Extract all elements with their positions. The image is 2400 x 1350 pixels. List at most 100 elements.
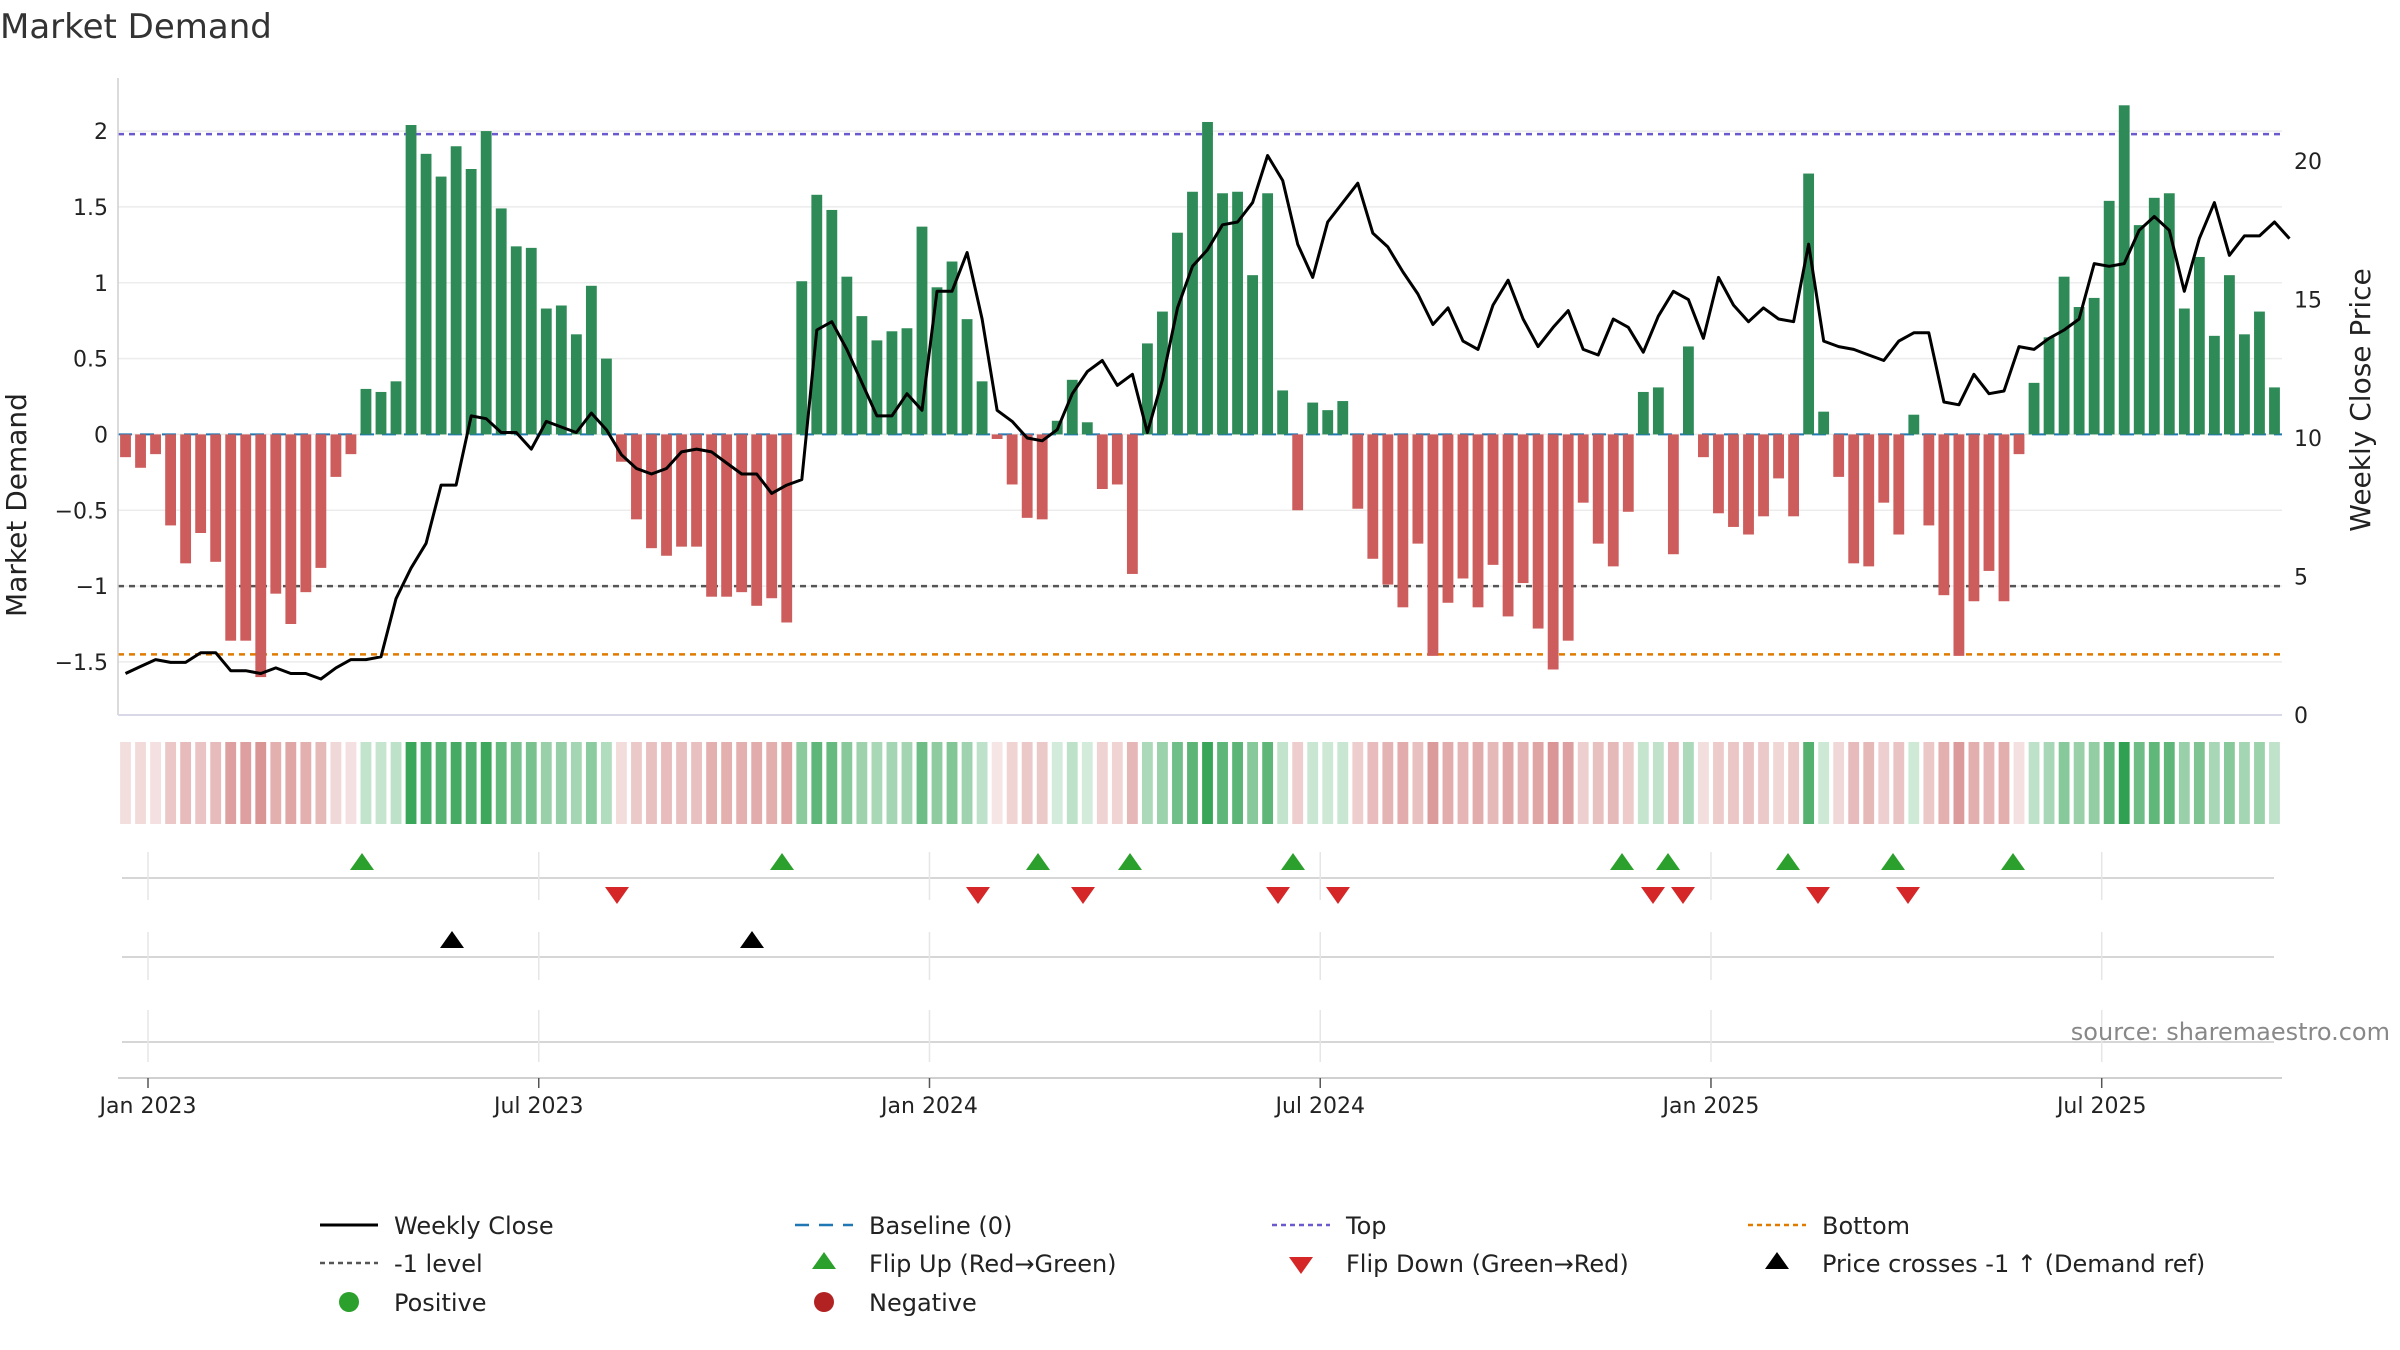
- reference-lines: [118, 132, 2282, 656]
- legend-item-negative: Negative: [814, 1289, 977, 1317]
- demand-strip-cell: [2103, 742, 2115, 824]
- demand-strip-cell: [871, 742, 883, 824]
- legend-item-flip-up: Flip Up (Red→Green): [812, 1250, 1117, 1278]
- demand-strip-cell: [1833, 742, 1845, 824]
- demand-strip-cell: [2239, 742, 2250, 824]
- demand-bar: [2118, 105, 2130, 435]
- y2-tick-label: 0: [2294, 704, 2308, 729]
- demand-strip-cell: [1427, 742, 1439, 824]
- legend-label: Positive: [394, 1289, 487, 1317]
- demand-strip-cell: [240, 742, 252, 824]
- demand-bar: [555, 305, 567, 435]
- demand-strip-cell: [600, 742, 612, 824]
- demand-bar: [1096, 434, 1108, 490]
- flip-down-marker: [1266, 887, 1290, 904]
- demand-bar: [2239, 334, 2250, 435]
- demand-bar: [1803, 173, 1815, 435]
- demand-strip-cell: [2254, 742, 2265, 824]
- demand-bar: [1728, 434, 1739, 527]
- demand-bar: [420, 153, 432, 435]
- demand-strip-cell: [1607, 742, 1619, 824]
- legend-label: Price crosses -1 ↑ (Demand ref): [1822, 1250, 2205, 1278]
- demand-strip-cell: [345, 742, 357, 824]
- demand-bar: [1006, 434, 1018, 485]
- demand-strip-cell: [976, 742, 988, 824]
- demand-bar: [1187, 191, 1198, 435]
- demand-strip-cell: [1066, 742, 1078, 824]
- demand-bar: [375, 391, 387, 435]
- demand-strip-cell: [315, 742, 327, 824]
- demand-bar: [1472, 434, 1484, 608]
- demand-bar: [300, 434, 312, 593]
- demand-strip-cell: [1562, 742, 1574, 824]
- demand-bar: [1682, 346, 1694, 435]
- demand-bar: [2269, 387, 2280, 435]
- demand-bar: [540, 308, 552, 435]
- demand-strip-cell: [585, 742, 597, 824]
- demand-strip-cell: [1788, 742, 1800, 824]
- demand-strip-cell: [631, 742, 642, 824]
- y-tick-label: 2: [94, 120, 108, 145]
- demand-strip-cell: [811, 742, 823, 824]
- demand-strip-cell: [676, 742, 687, 824]
- demand-bar: [330, 434, 342, 477]
- demand-bar: [150, 434, 161, 455]
- demand-strip-cell: [1592, 742, 1604, 824]
- demand-strip-cell: [1713, 742, 1724, 824]
- demand-bar: [706, 434, 718, 597]
- demand-bar: [2193, 256, 2205, 435]
- demand-strip-cell: [150, 742, 161, 824]
- demand-strip-cell: [1036, 742, 1048, 824]
- demand-strip-cell: [646, 742, 657, 824]
- demand-bar: [1367, 434, 1379, 559]
- legend-item-price-cross: Price crosses -1 ↑ (Demand ref): [1765, 1250, 2205, 1278]
- demand-strip-cell: [1983, 742, 1995, 824]
- demand-bar: [1908, 414, 1920, 435]
- y-tick-label: 1.5: [73, 196, 108, 221]
- legend-swatch-triangle-down: [1289, 1257, 1313, 1274]
- demand-bar: [510, 246, 522, 435]
- flip-up-marker: [1026, 853, 1050, 870]
- flip-up-marker: [1118, 853, 1142, 870]
- demand-bar: [2148, 197, 2160, 435]
- demand-bar: [1743, 434, 1754, 535]
- legend-label: -1 level: [394, 1250, 483, 1278]
- legend-item-flip-down: Flip Down (Green→Red): [1289, 1250, 1629, 1278]
- demand-strip-cell: [2163, 742, 2175, 824]
- demand-strip-cell: [1953, 742, 1965, 824]
- demand-bar: [1442, 434, 1454, 603]
- flip-down-marker: [1806, 887, 1830, 904]
- demand-strip-cell: [781, 742, 793, 824]
- demand-strip-cell: [886, 742, 898, 824]
- demand-bar: [1938, 434, 1950, 596]
- demand-bar: [856, 316, 868, 435]
- demand-strip-cell: [1111, 742, 1123, 824]
- demand-strip-cell: [2013, 742, 2025, 824]
- demand-bar: [2058, 276, 2070, 435]
- demand-bar: [2103, 200, 2115, 435]
- demand-bar: [1953, 434, 1965, 656]
- demand-bar: [1758, 434, 1769, 517]
- demand-strip-cell: [1247, 742, 1259, 824]
- demand-strip-cell: [1307, 742, 1319, 824]
- flip-down-marker: [1641, 887, 1665, 904]
- demand-strip-cell: [570, 742, 582, 824]
- demand-strip-cell: [540, 742, 552, 824]
- flip-up-marker: [1776, 853, 1800, 870]
- demand-bar: [2133, 225, 2145, 435]
- demand-strip-cell: [1818, 742, 1830, 824]
- flip-down-marker: [966, 887, 990, 904]
- legend-label: Bottom: [1822, 1212, 1910, 1240]
- y-tick-label: −0.5: [55, 499, 108, 524]
- demand-bar: [285, 434, 297, 624]
- legend: Weekly Close Baseline (0) Top Bottom -1 leve…: [320, 1212, 2205, 1317]
- demand-bar: [1968, 434, 1980, 602]
- flip-up-marker: [1610, 853, 1634, 870]
- demand-strip-cell: [2088, 742, 2100, 824]
- demand-bar: [646, 434, 657, 549]
- flip-up-marker: [350, 853, 374, 870]
- demand-strip-cell: [1187, 742, 1198, 824]
- demand-strip-cell: [1863, 742, 1875, 824]
- flip-up-marker: [1656, 853, 1680, 870]
- demand-bar: [1577, 434, 1589, 503]
